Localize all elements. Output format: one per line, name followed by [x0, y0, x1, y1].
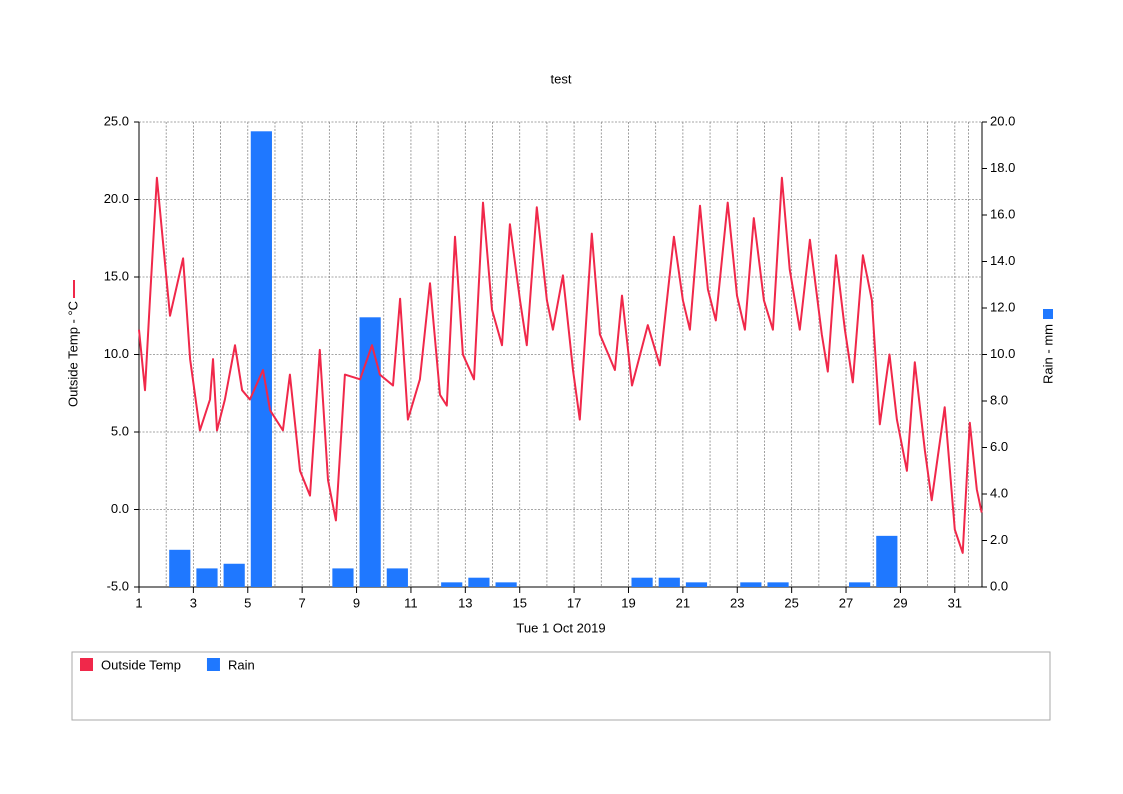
rain-bar — [386, 568, 408, 587]
rain-bar — [223, 563, 245, 587]
rain-bar — [685, 582, 708, 587]
x-tick-label: 21 — [676, 595, 690, 610]
y-tick-label: 15.0 — [104, 268, 129, 283]
rain-bar — [196, 568, 218, 587]
y2-tick-label: 20.0 — [990, 113, 1015, 128]
x-tick-label: 7 — [299, 595, 306, 610]
y-tick-label: -5.0 — [107, 578, 129, 593]
rain-bar — [495, 582, 517, 587]
y2-tick-label: 0.0 — [990, 578, 1008, 593]
rain-bar — [658, 577, 680, 587]
y-axis-label: Outside Temp - °C — [65, 301, 80, 407]
y-tick-label: 25.0 — [104, 113, 129, 128]
legend-swatch — [80, 658, 93, 671]
x-tick-label: 19 — [621, 595, 635, 610]
x-tick-label: 5 — [244, 595, 251, 610]
rain-bar — [849, 582, 871, 587]
rain-bar — [359, 317, 381, 587]
legend-label: Rain — [228, 657, 255, 672]
rain-bar — [767, 582, 789, 587]
y-tick-label: 10.0 — [104, 346, 129, 361]
x-tick-label: 25 — [784, 595, 798, 610]
y2-axis-key — [1043, 309, 1053, 319]
rain-bar — [631, 577, 653, 587]
legend-box — [71, 651, 1051, 721]
rain-bar — [876, 535, 898, 587]
y2-tick-label: 14.0 — [990, 253, 1015, 268]
y-tick-label: 20.0 — [104, 191, 129, 206]
x-tick-label: 15 — [512, 595, 526, 610]
y2-tick-label: 4.0 — [990, 485, 1008, 500]
x-tick-label: 29 — [893, 595, 907, 610]
y2-tick-label: 18.0 — [990, 160, 1015, 175]
rain-bar — [441, 582, 463, 587]
y-tick-label: 5.0 — [111, 423, 129, 438]
y2-tick-label: 6.0 — [990, 439, 1008, 454]
y2-tick-label: 10.0 — [990, 346, 1015, 361]
y2-axis-label: Rain - mm — [1040, 324, 1055, 384]
chart-title: test — [551, 71, 572, 86]
x-axis-label: Tue 1 Oct 2019 — [516, 620, 605, 635]
x-tick-label: 9 — [353, 595, 360, 610]
rain-bar — [250, 131, 272, 588]
rain-bar — [740, 582, 762, 587]
rain-bar — [169, 549, 191, 587]
legend-swatch — [206, 658, 220, 671]
y-tick-label: 0.0 — [111, 501, 129, 516]
x-tick-label: 3 — [190, 595, 197, 610]
rain-bar — [468, 577, 490, 587]
temp-line — [138, 176, 983, 554]
x-tick-label: 1 — [135, 595, 142, 610]
y2-tick-label: 12.0 — [990, 299, 1015, 314]
x-tick-label: 31 — [948, 595, 962, 610]
x-tick-label: 13 — [458, 595, 472, 610]
x-tick-label: 11 — [404, 595, 418, 610]
x-tick-label: 27 — [839, 595, 853, 610]
legend-label: Outside Temp — [101, 657, 181, 672]
y2-tick-label: 16.0 — [990, 206, 1015, 221]
x-tick-label: 23 — [730, 595, 744, 610]
y2-tick-label: 8.0 — [990, 392, 1008, 407]
y2-tick-label: 2.0 — [990, 532, 1008, 547]
x-tick-label: 17 — [567, 595, 581, 610]
rain-bar — [332, 568, 354, 587]
